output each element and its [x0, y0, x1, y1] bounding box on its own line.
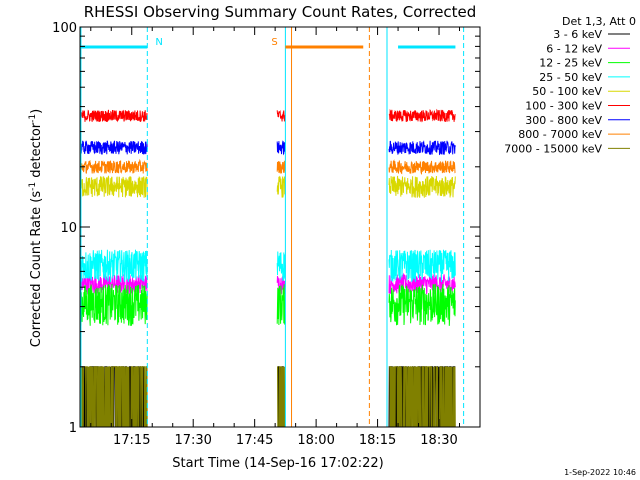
series-5 [79, 175, 456, 198]
series-4-segment-2 [276, 251, 286, 282]
series-9-segment-1 [79, 366, 148, 428]
series-5-segment-1 [79, 175, 148, 198]
chart-title: RHESSI Observing Summary Count Rates, Co… [84, 3, 477, 21]
series-6-segment-2 [276, 109, 286, 123]
series-5-segment-2 [276, 175, 286, 198]
x-tick-label-3: 17:45 [236, 433, 273, 448]
series-8-segment-2 [276, 160, 286, 174]
y-tick-label-3: 100 [52, 21, 77, 36]
x-tick-label-1: 17:15 [113, 433, 150, 448]
y-tick-label-2: 10 [60, 221, 77, 236]
legend-label-1: 3 - 6 keV [553, 28, 602, 41]
y-axis-label: Corrected Count Rate (s-1 detector-1) [28, 109, 44, 347]
y-axis-label-main: Corrected Count Rate (s [29, 191, 44, 348]
legend-title: Det 1,3, Att 0 [562, 15, 636, 28]
y-axis-label-sup1: -1 [28, 182, 38, 191]
legend-label-6: 100 - 300 keV [525, 100, 602, 113]
x-tick-label-4: 18:00 [297, 433, 334, 448]
series-8 [79, 158, 456, 175]
legend-label-3: 12 - 25 keV [539, 57, 602, 70]
series-7-segment-3 [388, 140, 456, 156]
series-9-segment-3 [389, 366, 456, 428]
generation-timestamp: 1-Sep-2022 10:46 [564, 468, 636, 477]
series-7-segment-2 [276, 140, 286, 156]
legend-label-4: 25 - 50 keV [539, 71, 602, 84]
series-7 [79, 140, 456, 156]
legend-label-9: 7000 - 15000 keV [504, 142, 602, 155]
series-3-segment-3 [388, 283, 456, 326]
series-8-segment-3 [388, 159, 456, 175]
legend-label-5: 50 - 100 keV [532, 85, 602, 98]
x-tick-label-5: 18:15 [359, 433, 396, 448]
series-4 [79, 249, 456, 283]
x-tick-label-6: 18:30 [420, 433, 457, 448]
x-axis-label: Start Time (14-Sep-16 17:02:22) [172, 456, 383, 471]
x-tick-label-2: 17:30 [174, 433, 211, 448]
flag-label-1: N [155, 37, 162, 48]
series-5-segment-3 [388, 175, 456, 198]
series-6-segment-3 [388, 108, 456, 123]
series-3-segment-1 [79, 283, 148, 326]
series-4-segment-3 [388, 249, 456, 283]
series-6 [79, 108, 456, 123]
series-6-segment-1 [79, 109, 148, 123]
y-tick-label-1: 1 [69, 421, 77, 436]
legend-label-7: 300 - 800 keV [525, 114, 602, 127]
series-4-segment-1 [79, 249, 148, 283]
y-axis-label-sup2: -1 [28, 114, 38, 123]
series-8-segment-1 [79, 158, 148, 175]
y-axis-label-end: ) [29, 109, 44, 114]
y-axis-label-mid: detector [29, 122, 44, 182]
series-3 [79, 283, 456, 326]
legend-label-8: 800 - 7000 keV [518, 128, 602, 141]
flag-label-2: S [271, 37, 277, 48]
series-3-segment-2 [276, 284, 286, 326]
legend-label-2: 6 - 12 keV [546, 42, 602, 55]
plot-area: N S 17:15 17:30 17:45 18:00 18:15 18:30 1 10 100 [52, 21, 481, 448]
series-7-segment-1 [79, 140, 148, 155]
